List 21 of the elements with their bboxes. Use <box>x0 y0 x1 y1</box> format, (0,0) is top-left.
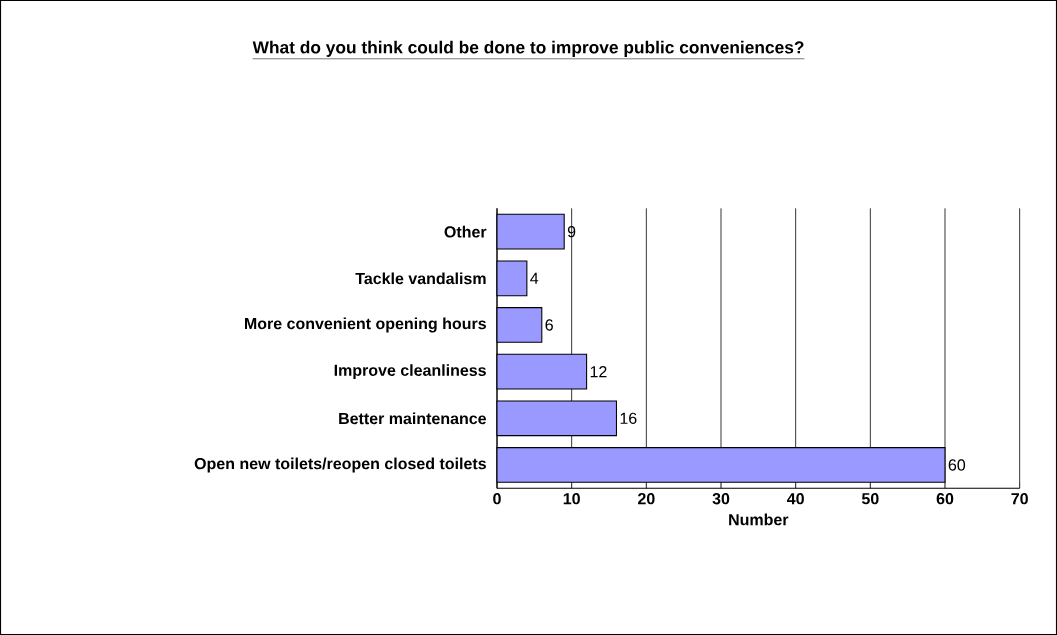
data-label: 4 <box>530 272 539 284</box>
x-tick-label: 20 <box>638 493 655 505</box>
y-tick-label: Better maintenance <box>339 412 487 425</box>
x-tick-label: 60 <box>936 493 954 505</box>
x-tick-label: 70 <box>1011 493 1028 505</box>
x-tick-label: 30 <box>712 493 730 505</box>
y-tick-label: Other <box>444 225 487 238</box>
x-tick-label: 40 <box>787 493 804 505</box>
x-tick-label: 50 <box>861 493 879 505</box>
y-tick-label: Tackle vandalism <box>355 272 486 285</box>
data-label: 12 <box>590 366 607 378</box>
data-label: 16 <box>620 412 637 424</box>
x-axis-title: Number <box>729 513 789 526</box>
x-tick-label: 10 <box>563 493 580 505</box>
y-tick-label: Improve cleanliness <box>334 364 486 380</box>
data-label: 6 <box>545 319 553 331</box>
y-tick-label: Open new toilets/reopen closed toilets <box>194 457 486 473</box>
chart-title: What do you think could be done to improve public conveniences? <box>252 40 804 57</box>
y-tick-label: More convenient opening hours <box>244 317 486 333</box>
x-tick-label: 0 <box>493 493 501 505</box>
data-label: 60 <box>948 459 966 471</box>
